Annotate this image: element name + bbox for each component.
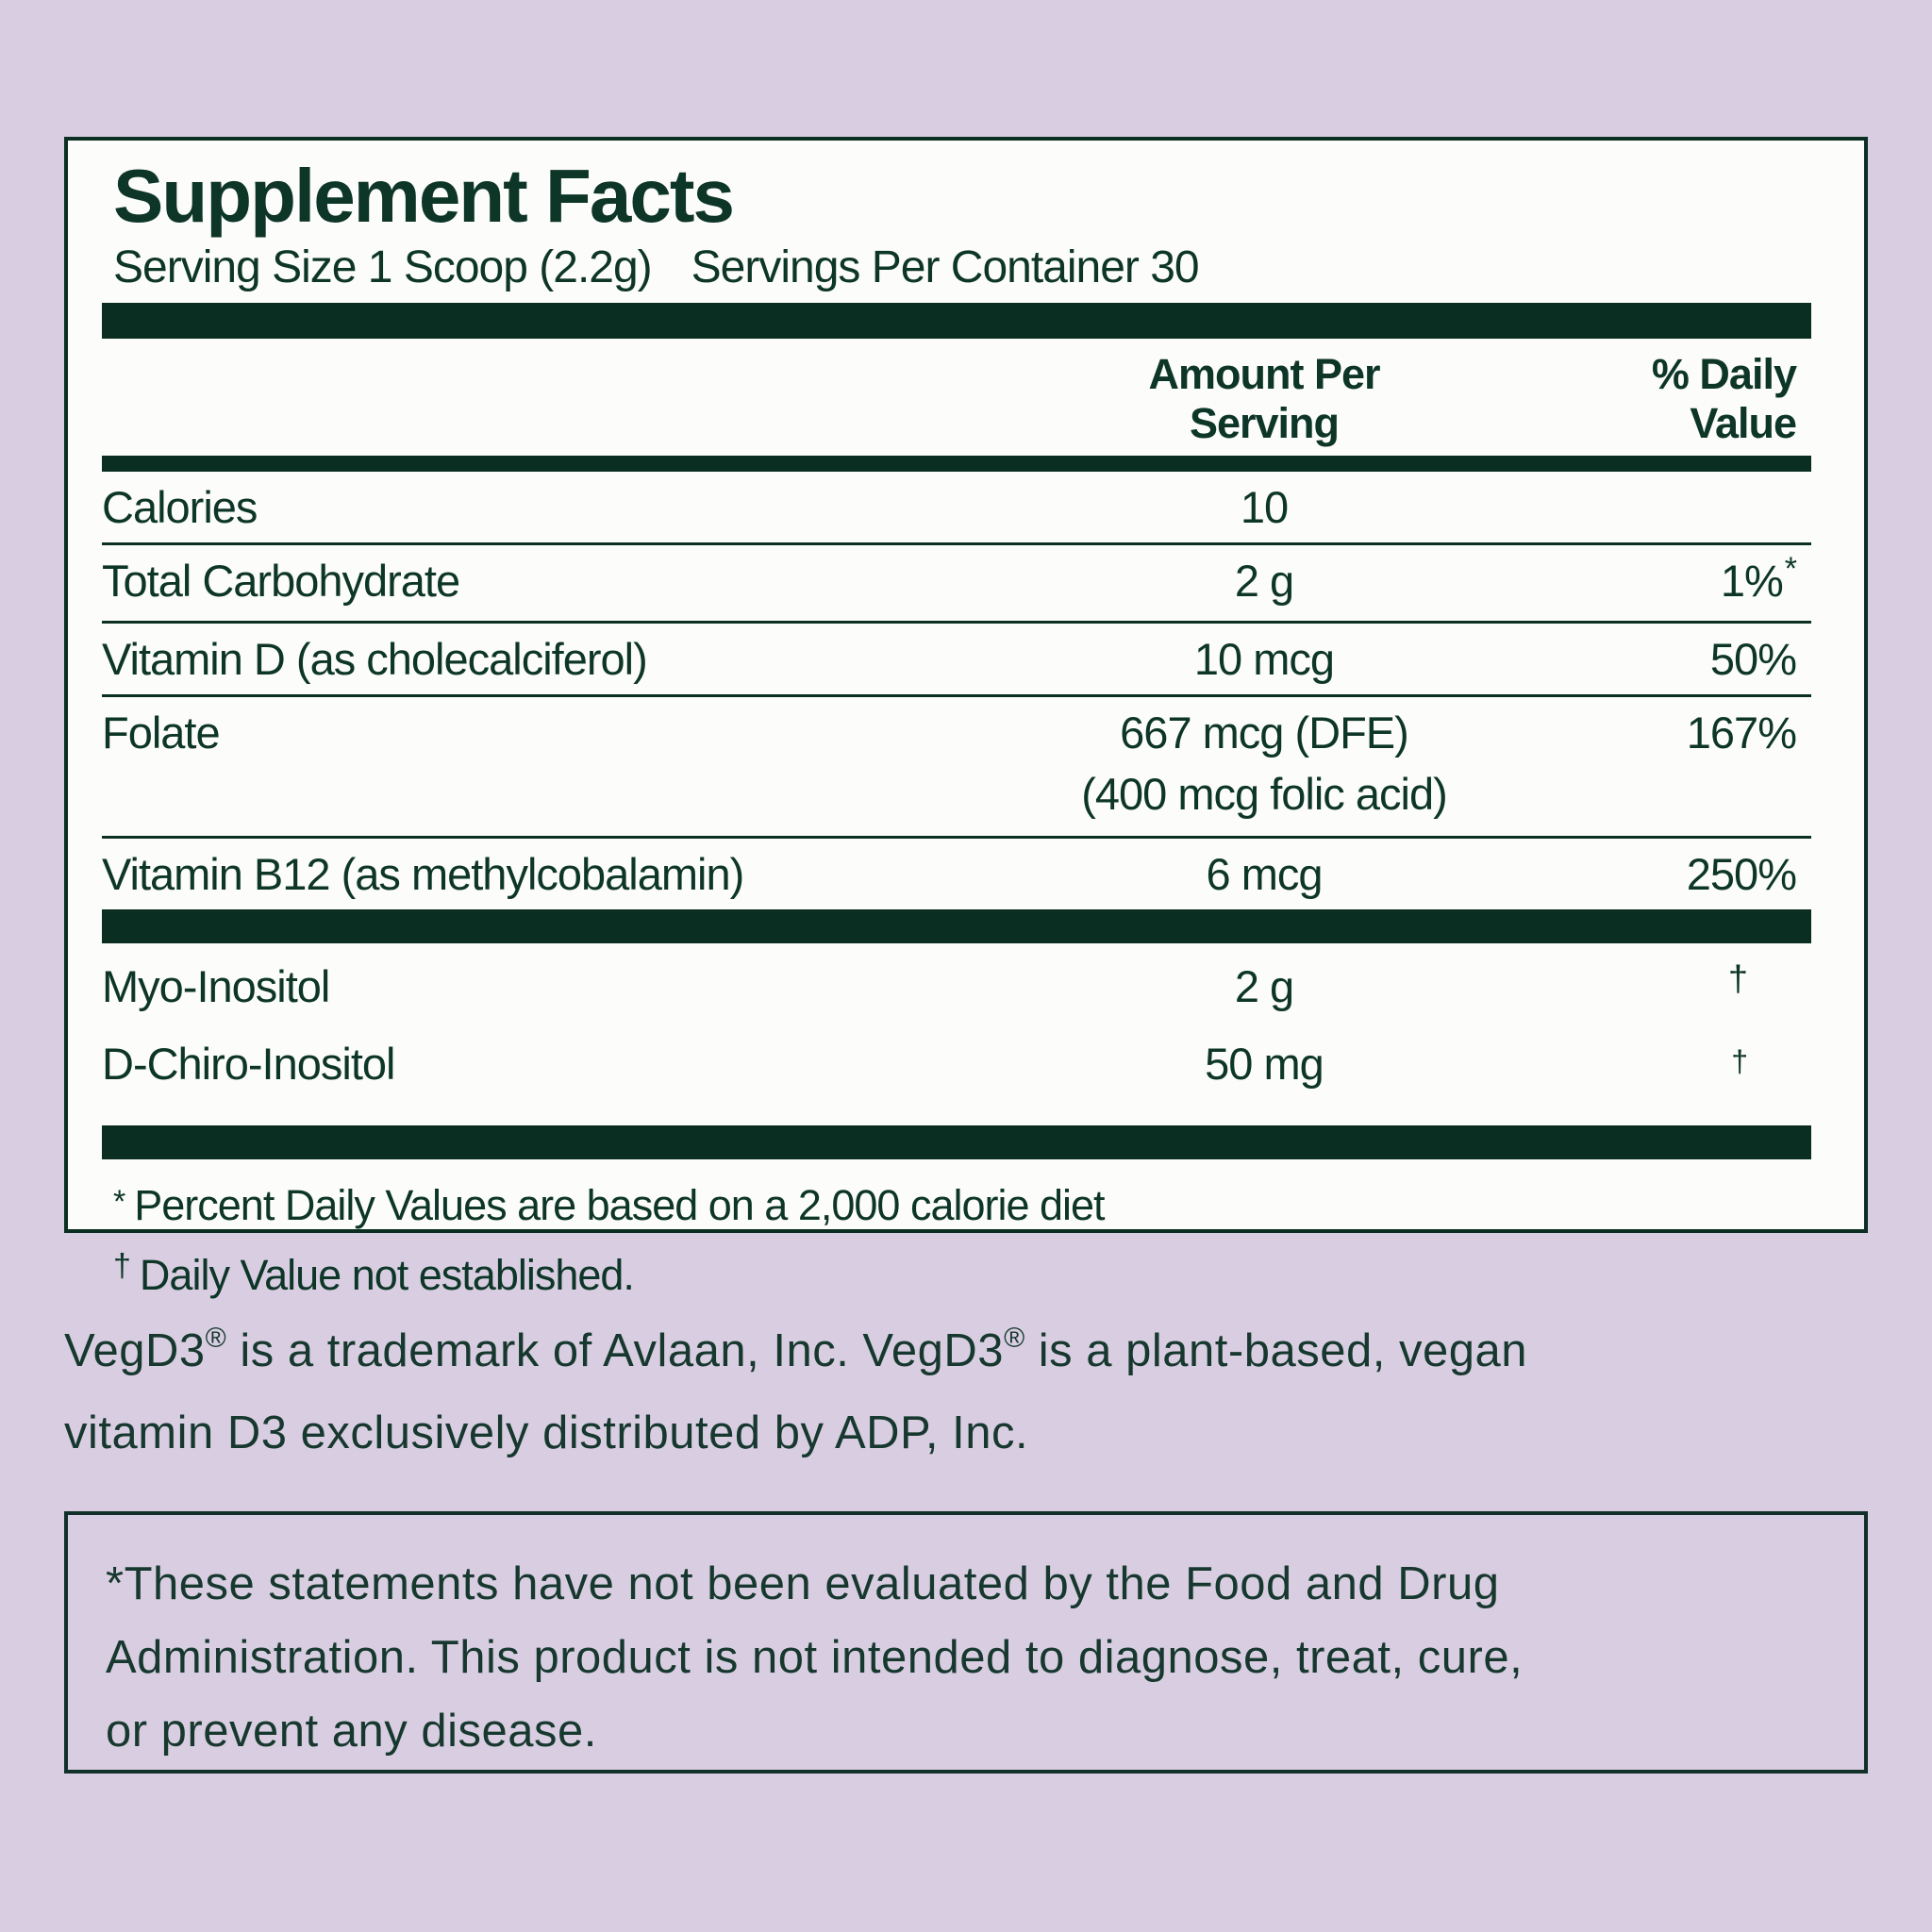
- header-dv-line2: Value: [1690, 399, 1797, 447]
- servings-per-container: Servings Per Container 30: [691, 242, 1200, 292]
- nutrient-dv: †: [1566, 1038, 1811, 1095]
- table-row: Myo-Inositol 2 g †: [102, 949, 1811, 1026]
- trademark-note: VegD3® is a trademark of Avlaan, Inc. Ve…: [64, 1313, 1800, 1471]
- nutrient-amount: 10 mcg: [1193, 634, 1335, 684]
- header-percent-daily-value: % Daily Value: [1566, 350, 1811, 448]
- table-header-row: Amount Per Serving % Daily Value: [102, 350, 1811, 448]
- dv-value: 1%: [1720, 556, 1784, 606]
- nutrient-amount: 2 g: [1234, 556, 1294, 606]
- supplement-facts-panel: Supplement Facts Serving Size 1 Scoop (2…: [64, 137, 1868, 1299]
- separator-bar-bottom: [102, 1125, 1811, 1159]
- nutrient-dv: 250%: [1686, 849, 1797, 899]
- table-row: Vitamin B12 (as methylcobalamin) 6 mcg 2…: [102, 839, 1811, 909]
- footnote-not-established: † Daily Value not established.: [113, 1244, 1811, 1310]
- trademark-text: is a trademark of Avlaan, Inc. VegD3: [226, 1325, 1005, 1376]
- nutrient-name: Vitamin D (as cholecalciferol): [102, 634, 648, 684]
- nutrient-dv: †: [1566, 959, 1811, 1017]
- nutrient-name: Vitamin B12 (as methylcobalamin): [102, 849, 744, 899]
- table-row: Calories 10: [102, 472, 1811, 545]
- nutrient-amount: 2 g: [1234, 961, 1294, 1011]
- dagger-note: †: [1731, 1044, 1748, 1078]
- nutrient-dv: 167%: [1686, 708, 1797, 758]
- nutrient-dv: 1%*: [1566, 551, 1811, 612]
- footnote-text: Percent Daily Values are based on a 2,00…: [134, 1181, 1105, 1229]
- nutrient-amount-line2: (400 mcg folic acid): [1081, 769, 1448, 819]
- footnotes: * Percent Daily Values are based on a 2,0…: [113, 1174, 1811, 1310]
- other-ingredient-rows: Myo-Inositol 2 g † D-Chiro-Inositol 50 m…: [102, 949, 1811, 1105]
- nutrient-amount: 50 mg: [1205, 1039, 1324, 1089]
- footnote-daily-values: * Percent Daily Values are based on a 2,0…: [113, 1174, 1811, 1241]
- disclaimer-line: Administration. This product is not inte…: [106, 1632, 1524, 1683]
- serving-size: Serving Size 1 Scoop (2.2g): [113, 242, 653, 292]
- nutrient-name: Myo-Inositol: [102, 961, 330, 1011]
- disclaimer-line: *These statements have not been evaluate…: [106, 1558, 1500, 1609]
- panel-title: Supplement Facts: [113, 154, 735, 238]
- separator-bar-middle: [102, 909, 1811, 943]
- dagger-symbol: †: [113, 1248, 131, 1284]
- asterisk-symbol: *: [113, 1184, 125, 1220]
- nutrient-name: D-Chiro-Inositol: [102, 1039, 395, 1089]
- nutrient-amount: 667 mcg (DFE): [1120, 708, 1409, 758]
- separator-bar-top: [102, 303, 1811, 339]
- header-amount-per-serving: Amount Per Serving: [962, 350, 1566, 448]
- table-row: Total Carbohydrate 2 g 1%*: [102, 545, 1811, 624]
- serving-info: Serving Size 1 Scoop (2.2g) Servings Per …: [113, 241, 1811, 295]
- disclaimer-line: or prevent any disease.: [106, 1706, 597, 1757]
- trademark-text: is a plant-based, vegan: [1024, 1325, 1527, 1376]
- header-amount-line2: Serving: [1189, 399, 1340, 447]
- nutrient-dv: 50%: [1709, 634, 1797, 684]
- nutrient-rows: Calories 10 Total Carbohydrate 2 g 1%* V…: [102, 472, 1811, 909]
- trademark-text: VegD3: [64, 1325, 206, 1376]
- nutrient-amount: 6 mcg: [1206, 849, 1324, 899]
- header-dv-line1: % Daily: [1651, 350, 1797, 398]
- header-amount-line1: Amount Per: [1148, 350, 1380, 398]
- table-row: D-Chiro-Inositol 50 mg †: [102, 1026, 1811, 1105]
- nutrient-name: Calories: [102, 482, 258, 532]
- table-row: Vitamin D (as cholecalciferol) 10 mcg 50…: [102, 624, 1811, 697]
- registered-mark: ®: [1004, 1323, 1025, 1354]
- trademark-text-line2: vitamin D3 exclusively distributed by AD…: [64, 1407, 1029, 1458]
- fda-disclaimer-box: *These statements have not been evaluate…: [64, 1511, 1868, 1774]
- nutrient-name: Total Carbohydrate: [102, 556, 460, 606]
- dagger-note: †: [1727, 959, 1748, 999]
- table-row: Folate 667 mcg (DFE) 167% (400 mcg folic…: [102, 697, 1811, 839]
- asterisk-note: *: [1784, 551, 1797, 587]
- nutrient-amount: 10: [1240, 482, 1289, 532]
- separator-bar-header: [102, 456, 1811, 472]
- nutrient-name: Folate: [102, 708, 221, 758]
- footnote-text: Daily Value not established.: [139, 1251, 635, 1299]
- registered-mark: ®: [205, 1323, 227, 1354]
